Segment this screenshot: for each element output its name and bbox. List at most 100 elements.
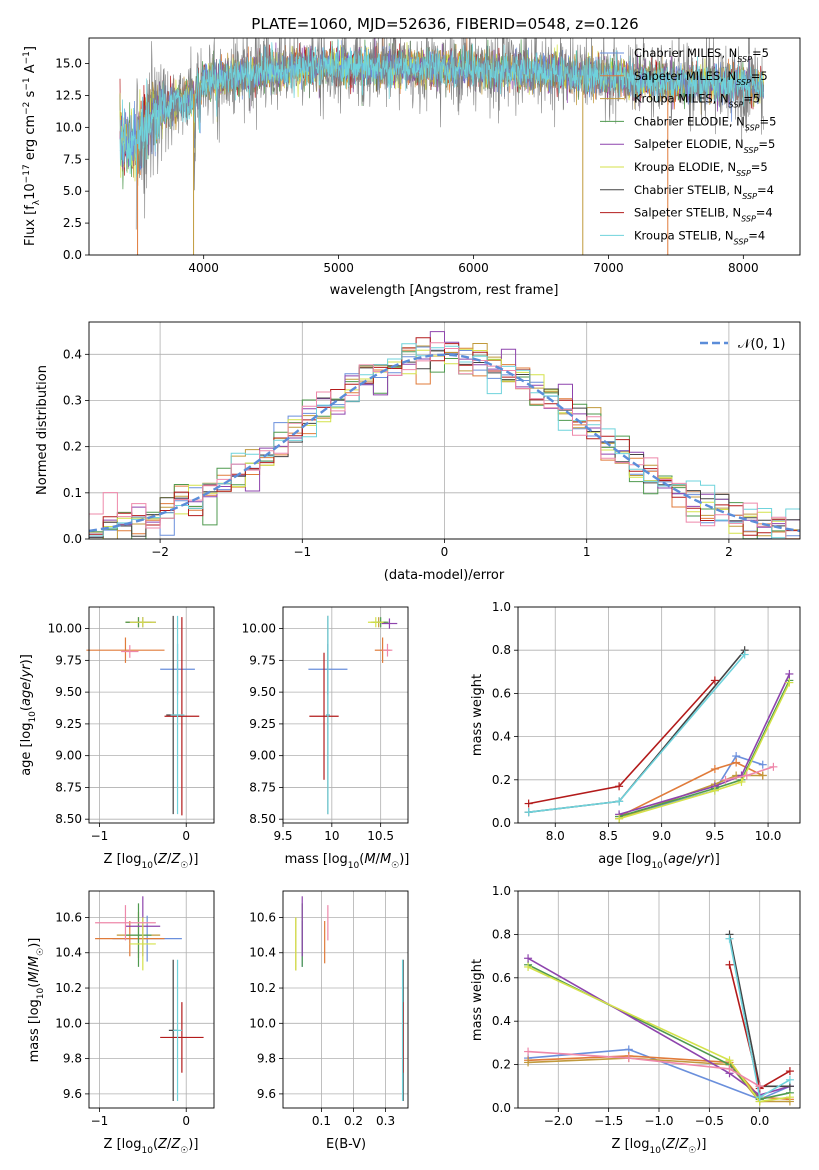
mass-weight-vs-metallicity-plot: −2.0 −1.5 −1.0 −0.5 0.0 0.0 0.2 0.4 0.6 0.8 1.0 Z […: [470, 884, 801, 1156]
legend-label: Salpeter STELIB, NSSP=4: [634, 206, 773, 224]
series-line: [618, 682, 791, 820]
y-tick-label: 10.4: [249, 946, 276, 960]
gaussian-curve: [88, 353, 801, 533]
x-axis-label: wavelength [Angstrom, rest frame]: [330, 283, 559, 298]
x-axis-label: Z [log10(Z/Z☉)]: [612, 1137, 707, 1156]
x-tick-label: 7000: [593, 261, 624, 275]
x-tick-label: 2: [725, 545, 733, 559]
x-tick-label: 10.0: [755, 829, 782, 843]
y-tick-label: 9.50: [55, 685, 82, 699]
age-vs-mass-plot: 9.5 10 10.5 8.50 8.75 9.00 9.25 9.50 9.75 10.00 ma…: [242, 606, 410, 871]
y-tick-label: 5.0: [63, 184, 82, 198]
y-tick-label: 9.8: [63, 1052, 82, 1066]
age-vs-metallicity-plot: −1 0 8.50 8.75 9.00 9.25 9.50 9.75 10.00 Z [log10…: [19, 606, 215, 871]
x-tick-label: 10: [324, 829, 339, 843]
y-tick-label: 9.25: [249, 717, 276, 731]
axes-frame: [88, 890, 215, 1109]
axes-frame: [88, 606, 215, 824]
x-tick-label: −2: [151, 545, 169, 559]
y-tick-label: 0.2: [492, 773, 511, 787]
y-tick-label: 8.50: [249, 812, 276, 826]
y-tick-label: 1.0: [492, 600, 511, 614]
y-tick-label: 0.2: [492, 1058, 511, 1072]
x-axis-label: E(B-V): [326, 1137, 366, 1152]
y-tick-label: 0.0: [63, 248, 82, 262]
x-tick-label: 0: [441, 545, 449, 559]
y-tick-label: 10.0: [55, 120, 82, 134]
y-tick-label: 0.3: [63, 393, 82, 407]
legend-label: Chabrier STELIB, NSSP=4: [634, 183, 774, 201]
figure-title: PLATE=1060, MJD=52636, FIBERID=0548, z=0…: [251, 15, 638, 33]
legend-label: Kroupa MILES, NSSP=5: [634, 92, 760, 110]
y-tick-label: 9.00: [249, 749, 276, 763]
x-tick-label: −1: [91, 1114, 109, 1128]
y-axis-label: Normed distribution: [35, 365, 50, 495]
series-line: [528, 1050, 761, 1087]
axes-frame: [282, 606, 409, 824]
y-tick-label: 0.6: [492, 971, 511, 985]
legend-label: Chabrier MILES, NSSP=5: [634, 46, 769, 64]
y-tick-label: 9.25: [55, 717, 82, 731]
y-tick-label: 0.8: [492, 643, 511, 657]
x-tick-label: 0: [182, 829, 190, 843]
x-tick-label: 4000: [188, 261, 219, 275]
y-tick-label: 2.5: [63, 216, 82, 230]
y-axis-label: age [log10(age/yr)]: [19, 654, 38, 776]
y-tick-label: 10.00: [48, 622, 82, 636]
y-tick-label: 15.0: [55, 57, 82, 71]
residuals-histogram: −2 −1 0 1 2 0.0 0.1 0.2 0.3 0.4 𝒩(0, 1) (data-model…: [35, 321, 801, 583]
spectrum-plot: 4000 5000 6000 7000 8000 0.0 2.5 5.0 7.5 10.0 12.5…: [22, 37, 801, 298]
x-tick-label: 6000: [458, 261, 489, 275]
legend-label: Kroupa ELODIE, NSSP=5: [634, 160, 768, 178]
axes-frame: [282, 890, 409, 1109]
x-tick-label: 0: [182, 1114, 190, 1128]
series-line: [528, 1048, 791, 1101]
y-tick-label: 10.00: [242, 622, 276, 636]
x-tick-label: 1: [583, 545, 591, 559]
y-tick-label: 0.4: [63, 347, 82, 361]
x-tick-label: −1: [293, 545, 311, 559]
y-tick-label: 0.2: [63, 440, 82, 454]
legend-label: Salpeter MILES, NSSP=5: [634, 69, 768, 87]
legend-label: Chabrier ELODIE, NSSP=5: [634, 114, 776, 131]
x-tick-label: 5000: [323, 261, 354, 275]
y-tick-label: 0.1: [63, 486, 82, 500]
y-tick-label: 0.4: [492, 1014, 511, 1028]
x-tick-label: 0.3: [376, 1114, 395, 1128]
x-axis-label: age [log10(age/yr)]: [598, 852, 720, 871]
y-tick-label: 10.6: [55, 910, 82, 924]
y-tick-label: 0.0: [63, 532, 82, 546]
y-axis-label: mass [log10(M/M☉)]: [27, 938, 46, 1063]
y-tick-label: 8.75: [55, 780, 82, 794]
y-tick-label: 10.6: [249, 910, 276, 924]
x-axis-label: Z [log10(Z/Z☉)]: [104, 852, 199, 871]
x-tick-label: 8.0: [546, 829, 565, 843]
y-tick-label: 9.6: [63, 1087, 82, 1101]
series-line: [618, 680, 791, 818]
legend-label: Salpeter ELODIE, NSSP=5: [634, 137, 775, 155]
y-tick-label: 12.5: [55, 88, 82, 102]
y-tick-label: 7.5: [63, 152, 82, 166]
series-line: [618, 761, 764, 818]
y-tick-label: 9.75: [55, 653, 82, 667]
x-axis-label: (data-model)/error: [384, 568, 505, 583]
x-tick-label: −0.5: [695, 1114, 724, 1128]
y-axis-label: mass weight: [470, 674, 485, 756]
x-tick-label: 10.5: [367, 829, 394, 843]
x-tick-label: −1: [91, 829, 109, 843]
y-tick-label: 1.0: [492, 884, 511, 898]
y-tick-label: 0.4: [492, 730, 511, 744]
series-line: [527, 966, 791, 1103]
x-axis-label: mass [log10(M/M☉)]: [285, 852, 410, 871]
mass-vs-metallicity-plot: −1 0 9.6 9.8 10.0 10.2 10.4 10.6 Z [log10(Z/Z☉)]…: [27, 890, 215, 1156]
axes-frame: [88, 37, 801, 256]
y-tick-label: 9.8: [257, 1052, 276, 1066]
y-tick-label: 10.4: [55, 946, 82, 960]
x-tick-label: 0.0: [750, 1114, 769, 1128]
y-tick-label: 9.6: [257, 1087, 276, 1101]
y-tick-label: 0.0: [492, 816, 511, 830]
y-tick-label: 0.8: [492, 927, 511, 941]
y-tick-label: 0.6: [492, 686, 511, 700]
spectrum-line: [119, 39, 764, 177]
legend-label: Kroupa STELIB, NSSP=4: [634, 228, 765, 246]
